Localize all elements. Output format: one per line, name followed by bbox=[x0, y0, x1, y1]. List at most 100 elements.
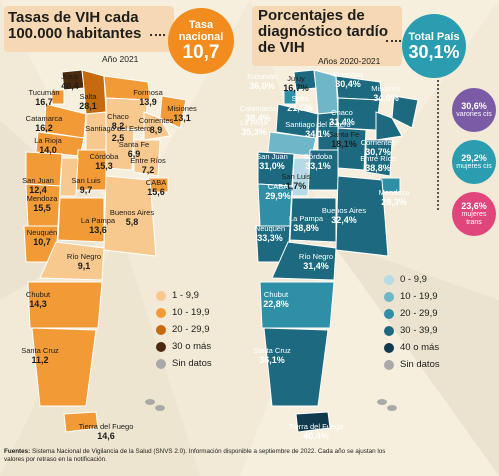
legend-item-0-2: 20 - 29,9 bbox=[156, 324, 210, 335]
footnote: Fuentes: Sistema Nacional de Vigilancia … bbox=[4, 448, 404, 464]
province-label-1-12: Córdoba 33,1% bbox=[303, 152, 333, 172]
province-value: 16,7% bbox=[283, 83, 309, 93]
province-name: La Rioja bbox=[34, 136, 62, 145]
province-value: 13,9 bbox=[139, 97, 157, 107]
breakdown-connector bbox=[437, 80, 439, 210]
province-name: Córdoba bbox=[303, 152, 333, 161]
footnote-label: Fuentes: bbox=[4, 448, 31, 455]
province-name: San Juan bbox=[22, 176, 54, 185]
province-name: Río Negro bbox=[298, 252, 334, 261]
province-value: 28,3% bbox=[381, 197, 407, 207]
islands-shape-map-right-1 bbox=[387, 405, 397, 411]
province-value: 14,3 bbox=[29, 299, 47, 309]
legend-swatch bbox=[156, 290, 166, 301]
breakdown-mujeres-cis-label: mujeres cis bbox=[456, 163, 492, 170]
province-map-left-14 bbox=[59, 157, 79, 197]
province-value: 1,7% bbox=[285, 181, 307, 191]
province-label-0-22: Santa Cruz 11,2 bbox=[21, 347, 59, 366]
legend-swatch bbox=[384, 274, 394, 285]
province-label-0-16: Mendoza 15,5 bbox=[27, 195, 58, 214]
province-value: 15,5 bbox=[33, 203, 51, 213]
legend-item-0-4: Sin datos bbox=[156, 358, 212, 369]
breakdown-mujeres-trans-value: 23,6% bbox=[461, 201, 487, 211]
province-value: 36,1% bbox=[259, 355, 285, 365]
province-label-1-3: Salta 21,5% bbox=[287, 95, 313, 114]
province-value: 38,8% bbox=[365, 163, 391, 173]
province-name: Jujuy bbox=[287, 74, 305, 83]
province-label-1-5: Catamarca 38,4% bbox=[239, 104, 277, 124]
legend-swatch bbox=[384, 359, 394, 370]
province-map-right-3 bbox=[283, 89, 297, 105]
province-value: 18,1% bbox=[331, 139, 357, 149]
province-value: 8,2 bbox=[111, 121, 125, 131]
province-label-1-19: Neuquén 33,3% bbox=[255, 225, 285, 244]
province-value: 28,1 bbox=[79, 101, 97, 111]
province-label-0-15: CABA 15,6 bbox=[146, 179, 166, 198]
province-label-0-9: La Rioja 14,0 bbox=[34, 136, 62, 156]
province-value: 31,4% bbox=[329, 117, 355, 127]
national-rate-label: Tasa nacional bbox=[178, 19, 224, 43]
province-label-1-15: Mendoza 28,3% bbox=[379, 189, 410, 208]
legend-label: 40 o más bbox=[400, 342, 440, 353]
province-value: 34,0% bbox=[373, 93, 399, 103]
province-label-0-17: Buenos Aires 5,8 bbox=[110, 209, 154, 228]
province-label-1-20: Río Negro 31,4% bbox=[298, 252, 334, 272]
left-connector bbox=[150, 34, 165, 36]
province-label-0-13: Entre Ríos 7,2 bbox=[130, 157, 165, 176]
province-value: 35,3% bbox=[241, 127, 267, 137]
province-value: 9,1 bbox=[77, 261, 91, 271]
province-value: 8,9 bbox=[149, 125, 163, 135]
legend-item-1-5: Sin datos bbox=[384, 359, 440, 370]
province-label-0-21: Chubut 14,3 bbox=[26, 291, 50, 310]
province-value: 22,8% bbox=[263, 299, 289, 309]
legend-item-0-3: 30 o más bbox=[156, 341, 211, 352]
province-value: 2,5 bbox=[111, 133, 125, 143]
legend-label: 20 - 29,9 bbox=[172, 324, 210, 335]
right-title: Porcentajes de diagnóstico tardío de VIH bbox=[258, 7, 389, 56]
province-value: 29,9% bbox=[265, 191, 291, 201]
province-map-left-5 bbox=[159, 95, 187, 129]
total-pais-bubble: Total País 30,1% bbox=[402, 14, 466, 78]
province-label-1-7: Santiago del Estero 34,1% bbox=[285, 121, 350, 140]
province-value: 15,3 bbox=[95, 161, 113, 171]
province-label-1-13: Entre Ríos 38,8% bbox=[360, 154, 396, 174]
legend-swatch bbox=[156, 341, 166, 352]
province-value: 9,7 bbox=[79, 185, 93, 195]
province-label-1-11: San Juan 31,0% bbox=[256, 152, 288, 172]
province-label-0-18: La Pampa 13,6 bbox=[80, 216, 116, 236]
province-label-1-10: Corrientes 30,7% bbox=[361, 139, 396, 158]
province-value: 31,4% bbox=[303, 261, 329, 271]
province-name: Entre Ríos bbox=[360, 154, 396, 163]
province-label-1-23: Tierra del Fuego 40,4% bbox=[289, 423, 344, 442]
province-label-0-6: Catamarca 16,2 bbox=[26, 115, 63, 134]
province-label-1-16: CABA 29,9% bbox=[265, 183, 291, 202]
province-name: Catamarca bbox=[239, 104, 277, 113]
province-label-1-21: Chubut 22,8% bbox=[263, 291, 289, 310]
province-name: Santa Fe bbox=[118, 140, 150, 149]
province-value: 38,4% bbox=[245, 113, 271, 123]
province-label-0-10: Santa Fe 6,9 bbox=[118, 140, 150, 160]
province-label-0-14: San Luis 9,7 bbox=[71, 177, 100, 196]
province-name: La Pampa bbox=[80, 216, 116, 225]
province-value: 30,4% bbox=[335, 79, 361, 89]
legend-item-1-3: 30 - 39,9 bbox=[384, 325, 438, 336]
legend-label: 30 o más bbox=[172, 341, 212, 352]
province-map-right-23 bbox=[295, 411, 331, 433]
province-name: Río Negro bbox=[66, 252, 102, 261]
province-name: La Rioja bbox=[240, 118, 268, 127]
province-name: Corrientes bbox=[138, 116, 174, 125]
province-name: Santiago del Estero bbox=[85, 124, 151, 133]
breakdown-mujeres-trans-bubble: 23,6% mujeres trans bbox=[452, 192, 496, 236]
province-label-1-9: Santa Fe 18,1% bbox=[329, 131, 359, 150]
legend-swatch bbox=[384, 291, 394, 302]
national-rate-bubble: Tasa nacional 10,7 bbox=[168, 8, 234, 74]
province-name: San Juan bbox=[256, 152, 288, 161]
left-title-box bbox=[4, 6, 174, 52]
province-value: 6,9 bbox=[127, 149, 141, 159]
province-name: Tierra del Fuego bbox=[78, 422, 134, 431]
province-label-0-12: Córdoba 15,3 bbox=[90, 153, 119, 172]
province-label-0-0: Jujuy 40,4 bbox=[61, 73, 79, 92]
province-label-0-7: Santiago del Estero 2,5 bbox=[85, 124, 151, 144]
province-label-0-8: Corrientes 8,9 bbox=[138, 116, 174, 136]
